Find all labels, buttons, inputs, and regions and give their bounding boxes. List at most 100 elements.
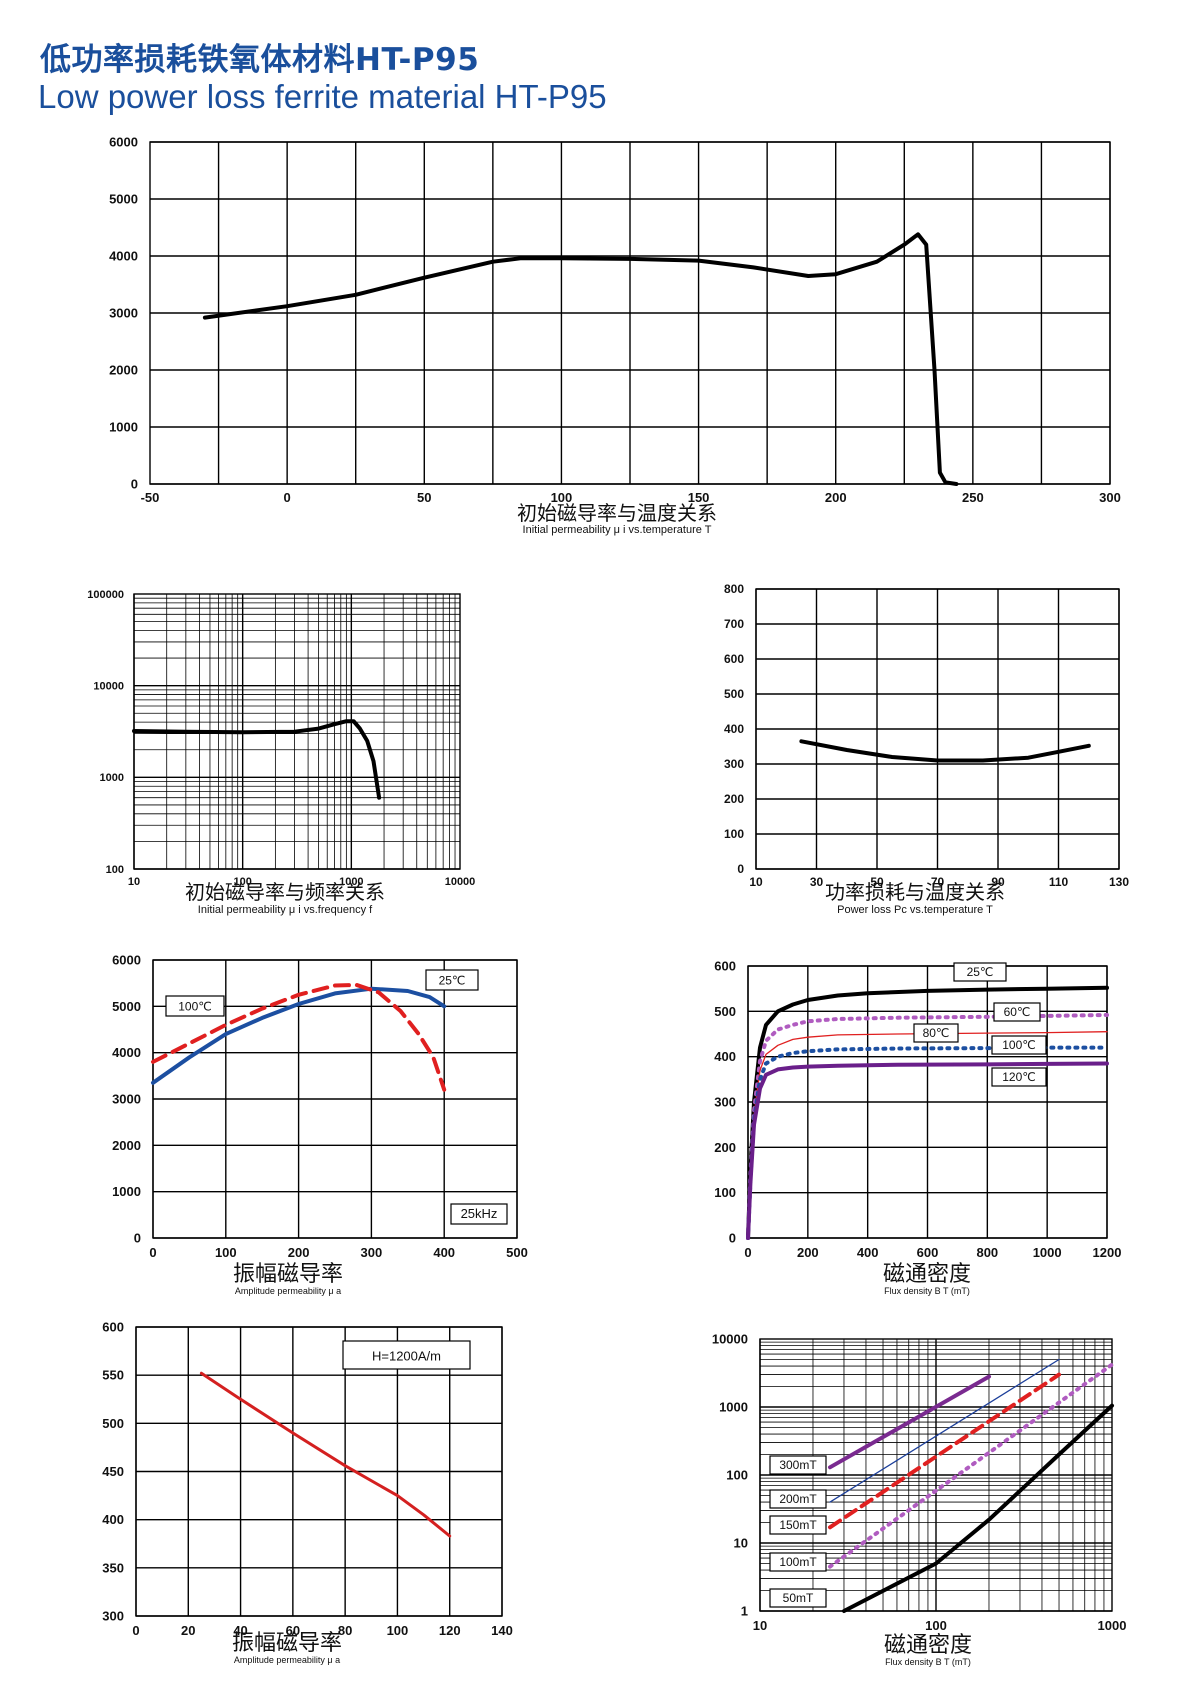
y-tick-label: 600 — [724, 652, 744, 666]
x-tick-label: 800 — [976, 1245, 998, 1260]
x-tick-label: 250 — [962, 490, 984, 505]
chart-subtitle-en: Amplitude permeability μ a — [234, 1655, 340, 1665]
chart-title-cn: 初始磁导率与温度关系 — [517, 502, 717, 525]
series-line — [829, 1358, 1060, 1503]
y-tick-label: 300 — [714, 1095, 736, 1110]
series-line — [828, 1362, 1114, 1569]
y-tick-label: 600 — [102, 1320, 124, 1335]
annotation-box — [342, 1340, 471, 1370]
series-line — [828, 1374, 991, 1470]
x-tick-label: 100 — [925, 1618, 947, 1633]
chart-title-cn: 振幅磁导率 — [233, 1261, 343, 1286]
y-tick-label: 10 — [734, 1536, 748, 1551]
y-tick-label: 6000 — [112, 953, 141, 968]
x-tick-label: 110 — [1049, 875, 1069, 889]
y-tick-label: 100 — [106, 864, 124, 876]
x-tick-label: 140 — [491, 1623, 513, 1638]
y-tick-label: 500 — [102, 1416, 124, 1431]
y-tick-label: 600 — [714, 959, 736, 974]
chart-subtitle-en: Initial permeability μ i vs.temperature … — [523, 524, 712, 536]
legend-label: 60℃ — [1004, 1005, 1031, 1019]
legend-box — [769, 1489, 827, 1509]
y-tick-label: 100 — [714, 1185, 736, 1200]
series-line — [132, 719, 382, 800]
y-tick-label: 0 — [131, 477, 138, 492]
x-tick-label: 130 — [1109, 875, 1129, 889]
chart-subtitle-en: Power loss Pc vs.temperature T — [837, 904, 993, 916]
x-tick-label: 150 — [688, 490, 710, 505]
x-tick-label: 200 — [288, 1245, 310, 1260]
y-tick-label: 200 — [714, 1140, 736, 1155]
y-tick-label: 300 — [724, 757, 744, 771]
y-tick-label: 5000 — [109, 192, 138, 207]
y-tick-label: 1000 — [719, 1400, 748, 1415]
y-tick-label: 10000 — [712, 1332, 748, 1347]
legend-box — [769, 1515, 827, 1535]
legend-label: 150mT — [779, 1518, 817, 1532]
x-tick-label: 0 — [132, 1623, 139, 1638]
legend-label: 100℃ — [178, 999, 212, 1013]
legend-label: 200mT — [779, 1492, 817, 1506]
x-tick-label: 60 — [286, 1623, 300, 1638]
chart-title-cn: 磁通密度 — [883, 1261, 971, 1286]
annotation-box — [450, 1203, 508, 1225]
y-tick-label: 2000 — [109, 363, 138, 378]
x-tick-label: 1000 — [1098, 1618, 1127, 1633]
y-tick-label: 800 — [724, 582, 744, 596]
y-tick-label: 3000 — [112, 1092, 141, 1107]
y-tick-label: 1000 — [100, 772, 124, 784]
chart-title-cn: 磁通密度 — [884, 1632, 972, 1657]
y-tick-label: 5000 — [112, 999, 141, 1014]
x-tick-label: 1000 — [339, 876, 363, 888]
x-tick-label: 40 — [233, 1623, 247, 1638]
x-tick-label: 10 — [128, 876, 140, 888]
page-title-en: Low power loss ferrite material HT-P95 — [38, 78, 607, 115]
x-tick-label: 500 — [506, 1245, 528, 1260]
chart-subtitle-en: Initial permeability μ i vs.frequency f — [198, 904, 373, 916]
x-tick-label: 1000 — [1033, 1245, 1062, 1260]
x-tick-label: 600 — [917, 1245, 939, 1260]
legend-label: 80℃ — [923, 1026, 950, 1040]
x-tick-label: 50 — [870, 875, 884, 889]
y-tick-label: 1000 — [109, 420, 138, 435]
series-line — [842, 1403, 1114, 1613]
chart-title-cn: 功率损耗与温度关系 — [825, 881, 1005, 904]
series-line — [151, 986, 447, 1085]
legend-box — [165, 995, 225, 1017]
x-tick-label: 10 — [753, 1618, 767, 1633]
x-tick-label: 10 — [749, 875, 763, 889]
x-tick-label: 30 — [810, 875, 824, 889]
legend-box — [769, 1455, 827, 1475]
legend-box — [991, 1035, 1047, 1055]
x-tick-label: 300 — [1099, 490, 1121, 505]
chart-subtitle-en: Amplitude permeability μ a — [235, 1286, 341, 1296]
chart-subtitle-en: Flux density B T (mT) — [885, 1657, 971, 1667]
y-tick-label: 4000 — [112, 1045, 141, 1060]
legend-label: 100mT — [779, 1555, 817, 1569]
y-tick-label: 500 — [724, 687, 744, 701]
y-tick-label: 200 — [724, 792, 744, 806]
y-tick-label: 0 — [737, 862, 744, 876]
y-tick-label: 2000 — [112, 1138, 141, 1153]
y-tick-label: 100 — [724, 827, 744, 841]
legend-label: 100℃ — [1002, 1038, 1036, 1052]
x-tick-label: 200 — [797, 1245, 819, 1260]
x-tick-label: 100 — [233, 876, 251, 888]
x-tick-label: 400 — [433, 1245, 455, 1260]
x-tick-label: 1200 — [1093, 1245, 1122, 1260]
y-tick-label: 0 — [134, 1231, 141, 1246]
x-tick-label: 100 — [387, 1623, 409, 1638]
y-tick-label: 500 — [714, 1004, 736, 1019]
x-tick-label: 100 — [551, 490, 573, 505]
y-tick-label: 550 — [102, 1368, 124, 1383]
legend-label: 120℃ — [1002, 1070, 1036, 1084]
x-tick-label: 400 — [857, 1245, 879, 1260]
x-tick-label: -50 — [141, 490, 160, 505]
annotation-label: 25kHz — [461, 1206, 498, 1221]
